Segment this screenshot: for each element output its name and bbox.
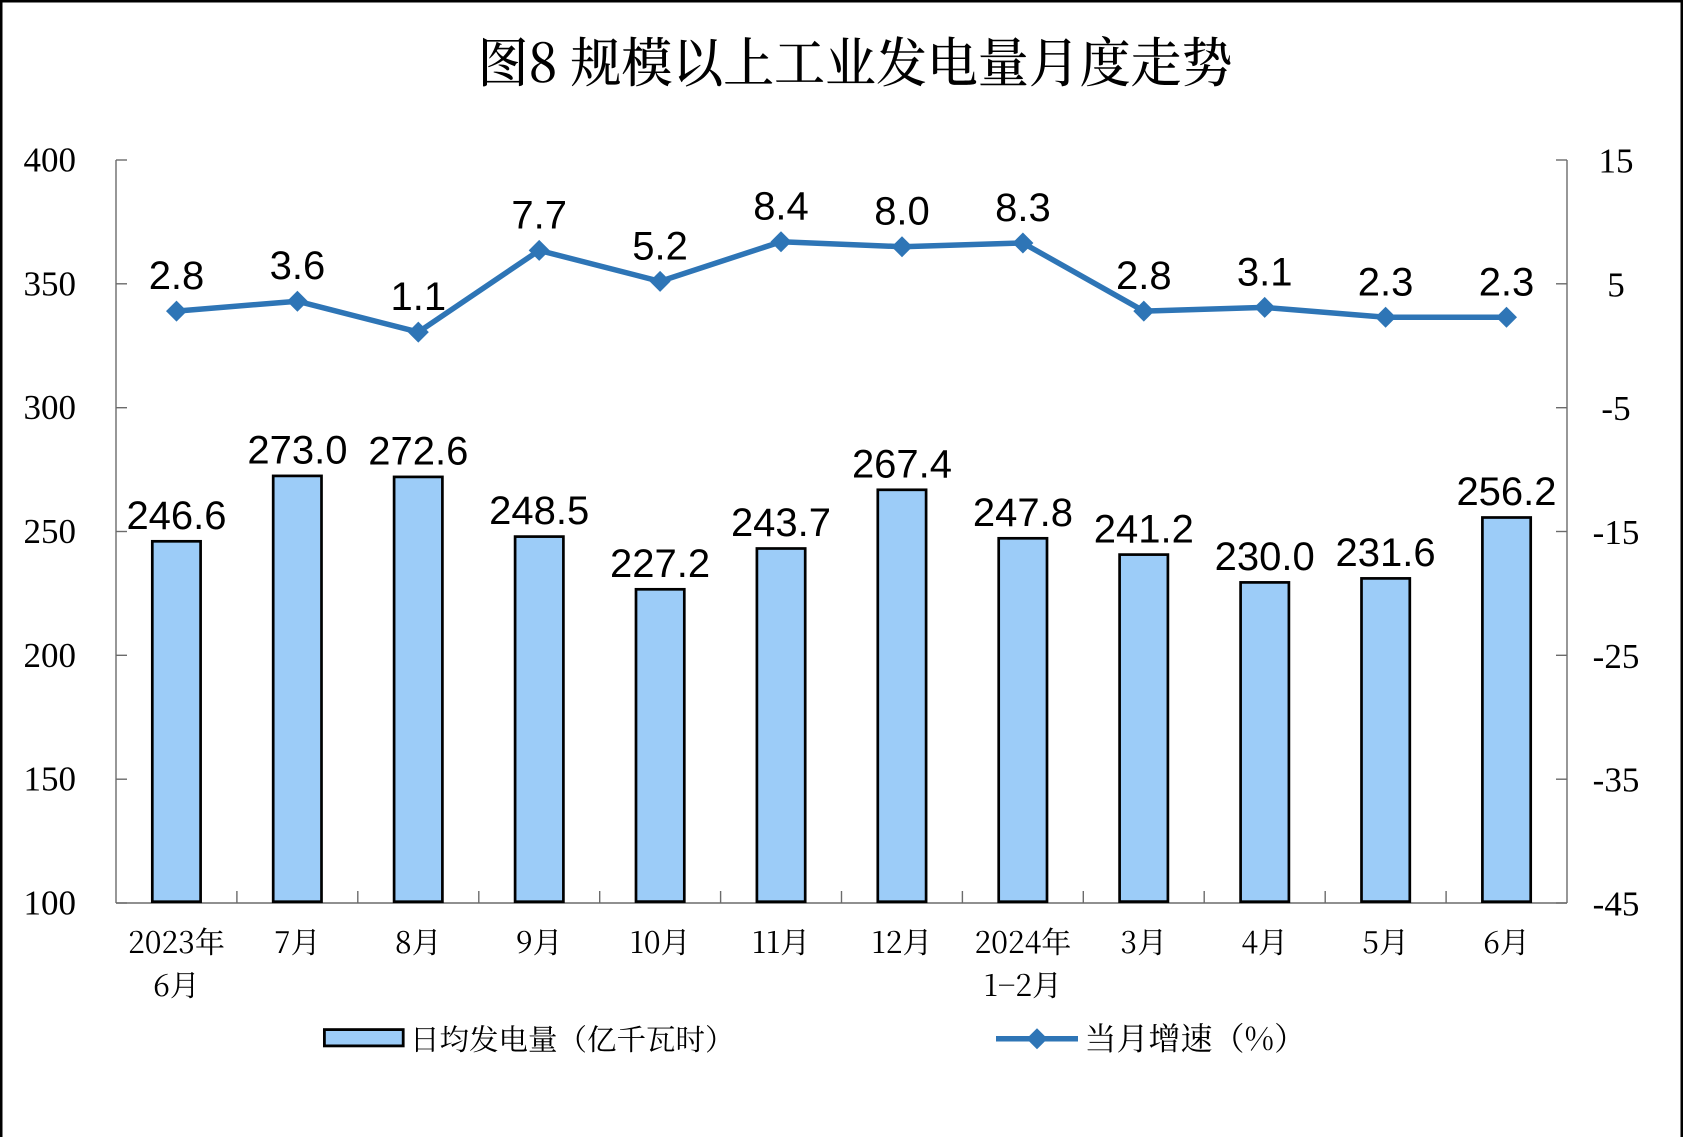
svg-text:267.4: 267.4: [852, 442, 952, 486]
svg-text:400: 400: [24, 141, 77, 180]
svg-text:3.1: 3.1: [1237, 250, 1293, 294]
svg-text:2.8: 2.8: [1116, 254, 1172, 298]
svg-text:5.2: 5.2: [632, 224, 688, 268]
svg-text:3.6: 3.6: [270, 244, 326, 288]
svg-text:246.6: 246.6: [126, 494, 226, 538]
svg-text:15: 15: [1599, 142, 1634, 181]
svg-text:256.2: 256.2: [1456, 470, 1556, 514]
svg-text:-15: -15: [1593, 513, 1640, 552]
svg-text:272.6: 272.6: [368, 430, 468, 474]
svg-text:248.5: 248.5: [489, 489, 589, 533]
svg-text:8.4: 8.4: [753, 185, 809, 229]
svg-text:300: 300: [24, 388, 77, 427]
svg-text:250: 250: [24, 512, 77, 551]
svg-text:5: 5: [1607, 265, 1625, 304]
svg-text:-25: -25: [1593, 637, 1640, 676]
svg-text:247.8: 247.8: [973, 491, 1073, 535]
svg-text:100: 100: [24, 884, 77, 923]
svg-text:241.2: 241.2: [1094, 507, 1194, 551]
svg-text:2.3: 2.3: [1479, 260, 1535, 304]
svg-text:1.1: 1.1: [390, 275, 446, 319]
svg-text:200: 200: [24, 636, 77, 675]
svg-text:243.7: 243.7: [731, 501, 831, 545]
svg-text:227.2: 227.2: [610, 542, 710, 586]
svg-text:7.7: 7.7: [511, 193, 567, 237]
svg-text:230.0: 230.0: [1215, 535, 1315, 579]
svg-text:-45: -45: [1593, 885, 1640, 924]
svg-text:2.3: 2.3: [1358, 260, 1414, 304]
svg-text:8.3: 8.3: [995, 186, 1051, 230]
svg-text:8.0: 8.0: [874, 190, 930, 234]
svg-text:-35: -35: [1593, 761, 1640, 800]
svg-text:150: 150: [24, 760, 77, 799]
svg-text:231.6: 231.6: [1336, 531, 1436, 575]
svg-text:-5: -5: [1601, 389, 1630, 428]
svg-text:2.8: 2.8: [149, 254, 205, 298]
svg-text:350: 350: [24, 264, 77, 303]
svg-text:273.0: 273.0: [247, 429, 347, 473]
